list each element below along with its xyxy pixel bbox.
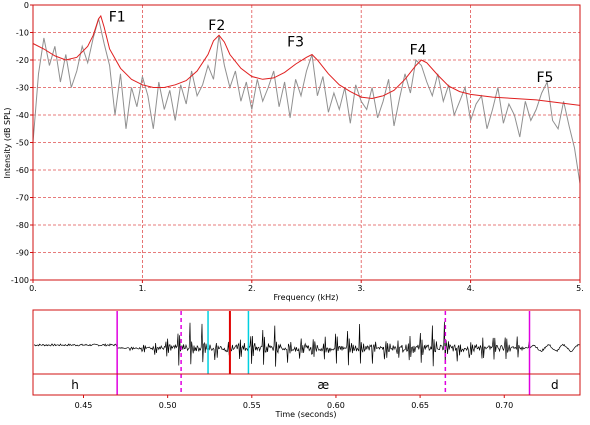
segment-label: æ bbox=[317, 378, 329, 392]
time-tick-label: 0.70 bbox=[495, 401, 513, 410]
formant-labels: F1 F2 F3 F4 F5 bbox=[109, 10, 554, 87]
segment-label: h bbox=[71, 378, 79, 392]
x-tick-label: 3. bbox=[357, 284, 365, 293]
waveform-panel: h æ d 0.45 0.50 0.55 0.60 0.65 0.70 Time (secon… bbox=[32, 309, 581, 419]
spectrum-gridlines bbox=[33, 5, 580, 280]
time-tick-label: 0.45 bbox=[75, 401, 93, 410]
spectrum-x-axis-label: Frequency (kHz) bbox=[274, 293, 339, 302]
y-tick-label: -70 bbox=[16, 194, 29, 203]
x-tick-label: 1. bbox=[139, 284, 147, 293]
waveform-frame bbox=[32, 309, 581, 375]
waveform-trace bbox=[33, 321, 580, 367]
formant-label: F2 bbox=[208, 18, 225, 34]
spectrum-y-tick-labels: 0 -10 -20 -30 -40 -50 -60 -70 -80 -90 -100 bbox=[11, 1, 33, 285]
y-tick-label: -80 bbox=[16, 221, 29, 230]
y-tick-label: -40 bbox=[16, 111, 29, 120]
x-tick-label: 5. bbox=[576, 284, 584, 293]
y-tick-label: -90 bbox=[16, 249, 29, 258]
time-tick-labels: 0.45 0.50 0.55 0.60 0.65 0.70 bbox=[75, 395, 513, 410]
envelope-series-line bbox=[32, 14, 581, 106]
x-tick-label: 2. bbox=[248, 284, 256, 293]
formant-label: F5 bbox=[537, 70, 554, 86]
x-tick-label: 4. bbox=[467, 284, 475, 293]
y-tick-label: -60 bbox=[16, 166, 29, 175]
spectrum-x-tick-labels: 0. 1. 2. 3. 4. 5. bbox=[29, 280, 584, 293]
y-tick-label: -100 bbox=[11, 276, 29, 285]
x-tick-label: 0. bbox=[29, 284, 37, 293]
time-tick-label: 0.60 bbox=[327, 401, 345, 410]
y-tick-label: -30 bbox=[16, 84, 29, 93]
y-tick-label: -50 bbox=[16, 139, 29, 148]
formant-label: F3 bbox=[287, 34, 304, 50]
time-tick-label: 0.65 bbox=[411, 401, 429, 410]
segment-tier-frame bbox=[32, 373, 581, 396]
time-tick-label: 0.55 bbox=[243, 401, 261, 410]
time-axis-label: Time (seconds) bbox=[274, 410, 336, 419]
spectrum-chart: 0 -10 -20 -30 -40 -50 -60 -70 -80 -90 -100 0. 1. 2. 3… bbox=[3, 1, 584, 302]
time-tick-label: 0.50 bbox=[159, 401, 177, 410]
segment-boundary-markers bbox=[116, 311, 531, 395]
formant-label: F1 bbox=[109, 10, 126, 26]
segment-label: d bbox=[551, 378, 559, 392]
spectrum-y-axis-label: Intensity (dB SPL) bbox=[3, 107, 12, 178]
y-tick-label: 0 bbox=[24, 1, 29, 10]
formant-label: F4 bbox=[410, 43, 427, 59]
spectrum-series-line bbox=[32, 18, 581, 184]
y-tick-label: -10 bbox=[16, 29, 29, 38]
y-tick-label: -20 bbox=[16, 56, 29, 65]
